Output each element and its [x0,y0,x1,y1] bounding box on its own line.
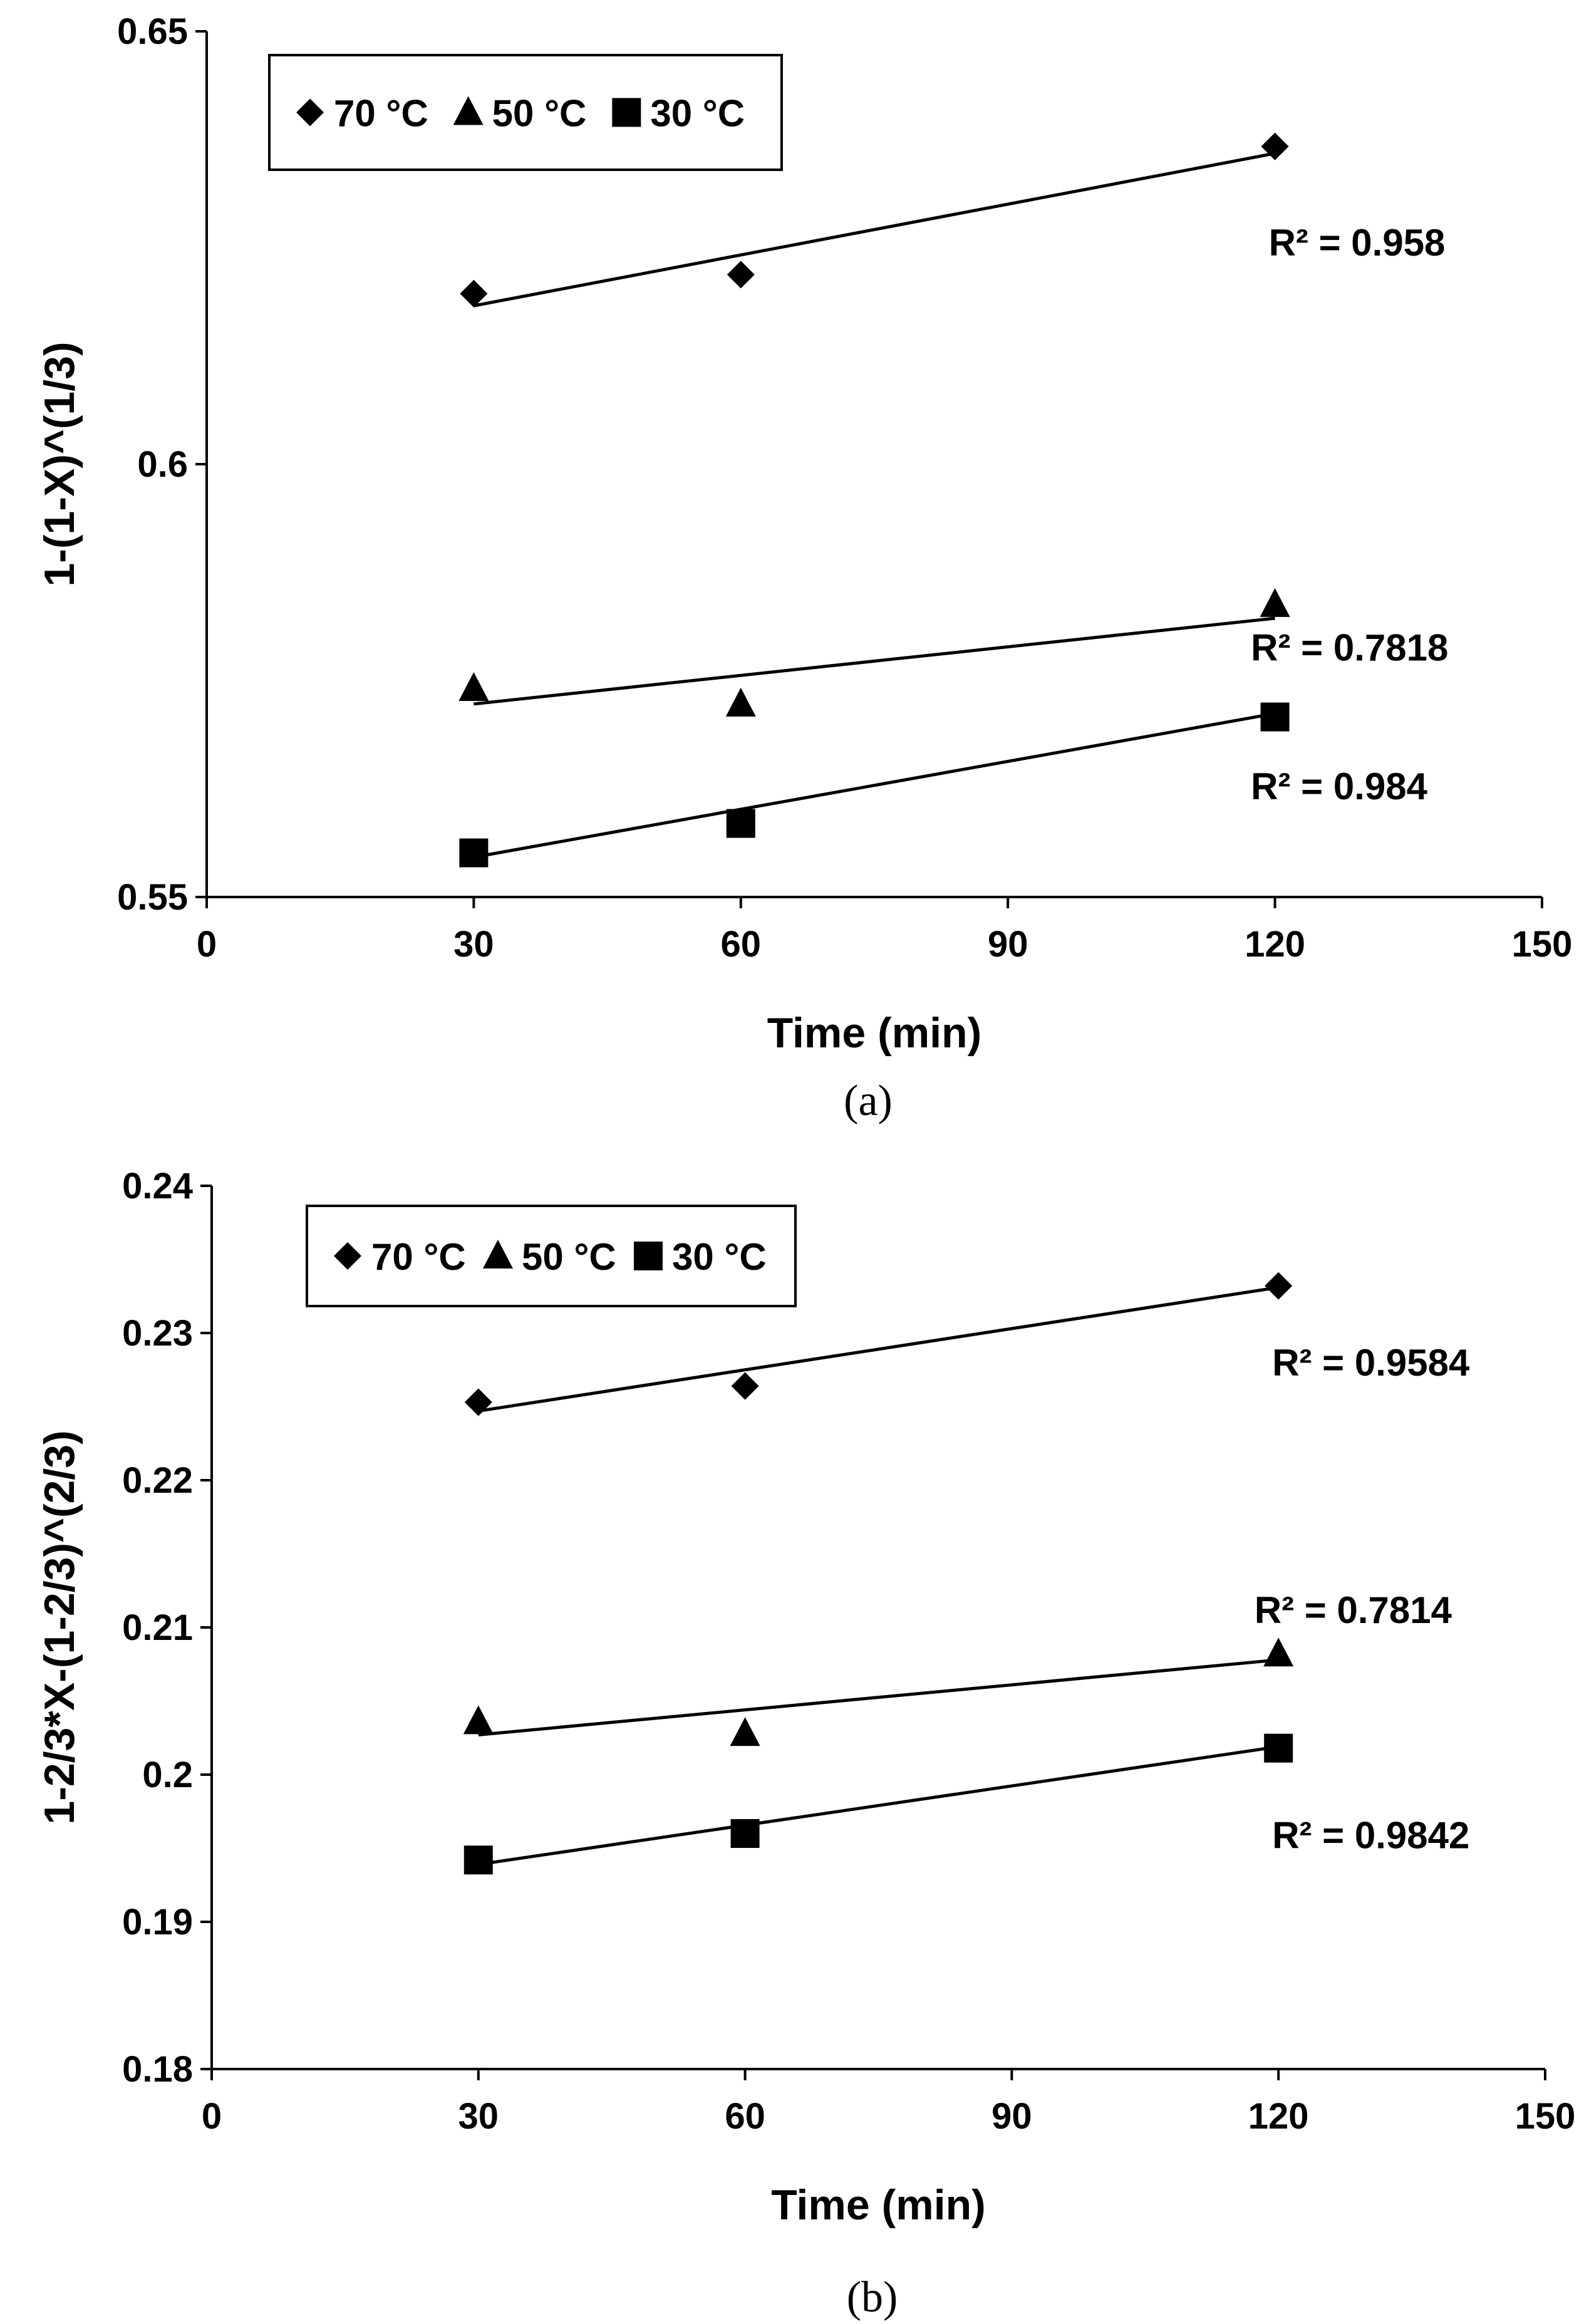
x-tick-label: 30 [458,2096,499,2137]
x-tick-label: 0 [202,2096,222,2137]
legend-marker-triangle [453,96,484,125]
trendline-square [478,1745,1279,1866]
y-tick-label: 0.23 [122,1313,193,1354]
trendline-diamond [478,1285,1279,1413]
data-point-square [730,1819,760,1848]
y-tick-label: 0.2 [142,1755,193,1795]
panel-caption: (a) [844,1077,893,1125]
data-point-triangle [1263,1637,1294,1667]
x-tick-label: 30 [453,924,494,965]
legend-label: 70 °C [334,93,428,135]
y-axis-label: 1-(1-X)^(1/3) [36,341,83,586]
x-tick-label: 120 [1248,2096,1309,2137]
x-tick-label: 60 [725,2096,765,2137]
legend-marker-diamond [334,1242,361,1270]
data-point-square [1264,1733,1293,1763]
data-point-diamond [464,1388,492,1416]
legend-label: 30 °C [672,1236,767,1278]
legend-box [268,54,783,171]
data-point-diamond [1265,1272,1293,1300]
legend-marker-square [634,1242,663,1270]
data-point-diamond [727,261,755,289]
r-squared-label: R² = 0.9842 [1272,1815,1469,1857]
legend-marker-diamond [296,98,324,127]
r-squared-label: R² = 0.9584 [1272,1342,1470,1384]
legend-label: 70 °C [371,1236,466,1278]
legend-label: 50 °C [492,93,587,135]
x-tick-label: 90 [988,924,1028,965]
legend-marker-square [612,98,641,127]
x-tick-label: 150 [1515,2096,1576,2137]
data-point-diamond [731,1372,759,1400]
r-squared-label: R² = 0.7818 [1251,627,1448,669]
data-point-square [463,1845,493,1875]
panel-caption: (b) [847,2273,898,2321]
data-point-square [1260,702,1290,732]
r-squared-label: R² = 0.7814 [1255,1589,1452,1631]
y-tick-label: 0.21 [122,1607,193,1648]
chart-panel-a: 0.55 0.6 0.65 0 30 60 90 120 150 Time (min) 1-(1-X… [36,11,1572,1125]
x-tick-label: 120 [1245,924,1305,965]
data-point-triangle [458,672,489,701]
legend-label: 30 °C [650,93,745,135]
data-point-triangle [730,1717,760,1746]
trendline-diamond [473,152,1276,308]
y-tick-label: 0.55 [117,877,188,918]
data-point-square [459,838,489,868]
x-tick-label: 150 [1512,924,1573,965]
data-point-triangle [463,1705,494,1735]
x-tick-label: 90 [991,2096,1032,2137]
data-point-triangle [725,687,756,717]
data-point-diamond [460,279,488,308]
r-squared-label: R² = 0.958 [1269,222,1446,264]
legend-marker-triangle [483,1240,513,1268]
x-axis-label: Time (min) [767,1009,982,1057]
data-point-triangle [1260,588,1290,617]
trendline-triangle [474,616,1275,706]
y-tick-label: 0.22 [122,1460,193,1501]
y-tick-label: 0.18 [122,2049,193,2090]
trendline-triangle [478,1658,1279,1737]
data-point-diamond [1261,132,1289,160]
r-squared-label: R² = 0.984 [1251,765,1427,807]
legend-box [306,1205,797,1307]
x-axis-label: Time (min) [771,2181,986,2229]
chart-panel-b: 0.18 0.19 0.2 0.21 0.22 0.23 0.24 0 30 60 90 120 150… [36,1166,1575,2321]
x-tick-label: 60 [721,924,762,965]
legend-label: 50 °C [522,1236,616,1278]
y-tick-label: 0.19 [122,1902,193,1943]
y-tick-label: 0.65 [117,11,188,52]
y-tick-label: 0.24 [122,1166,193,1206]
trendline-square [473,712,1276,859]
x-tick-label: 0 [197,924,217,965]
data-point-square [726,809,755,838]
y-axis-label: 1-2/3*X-(1-2/3)^(2/3) [36,1430,83,1824]
y-tick-label: 0.6 [137,444,188,485]
